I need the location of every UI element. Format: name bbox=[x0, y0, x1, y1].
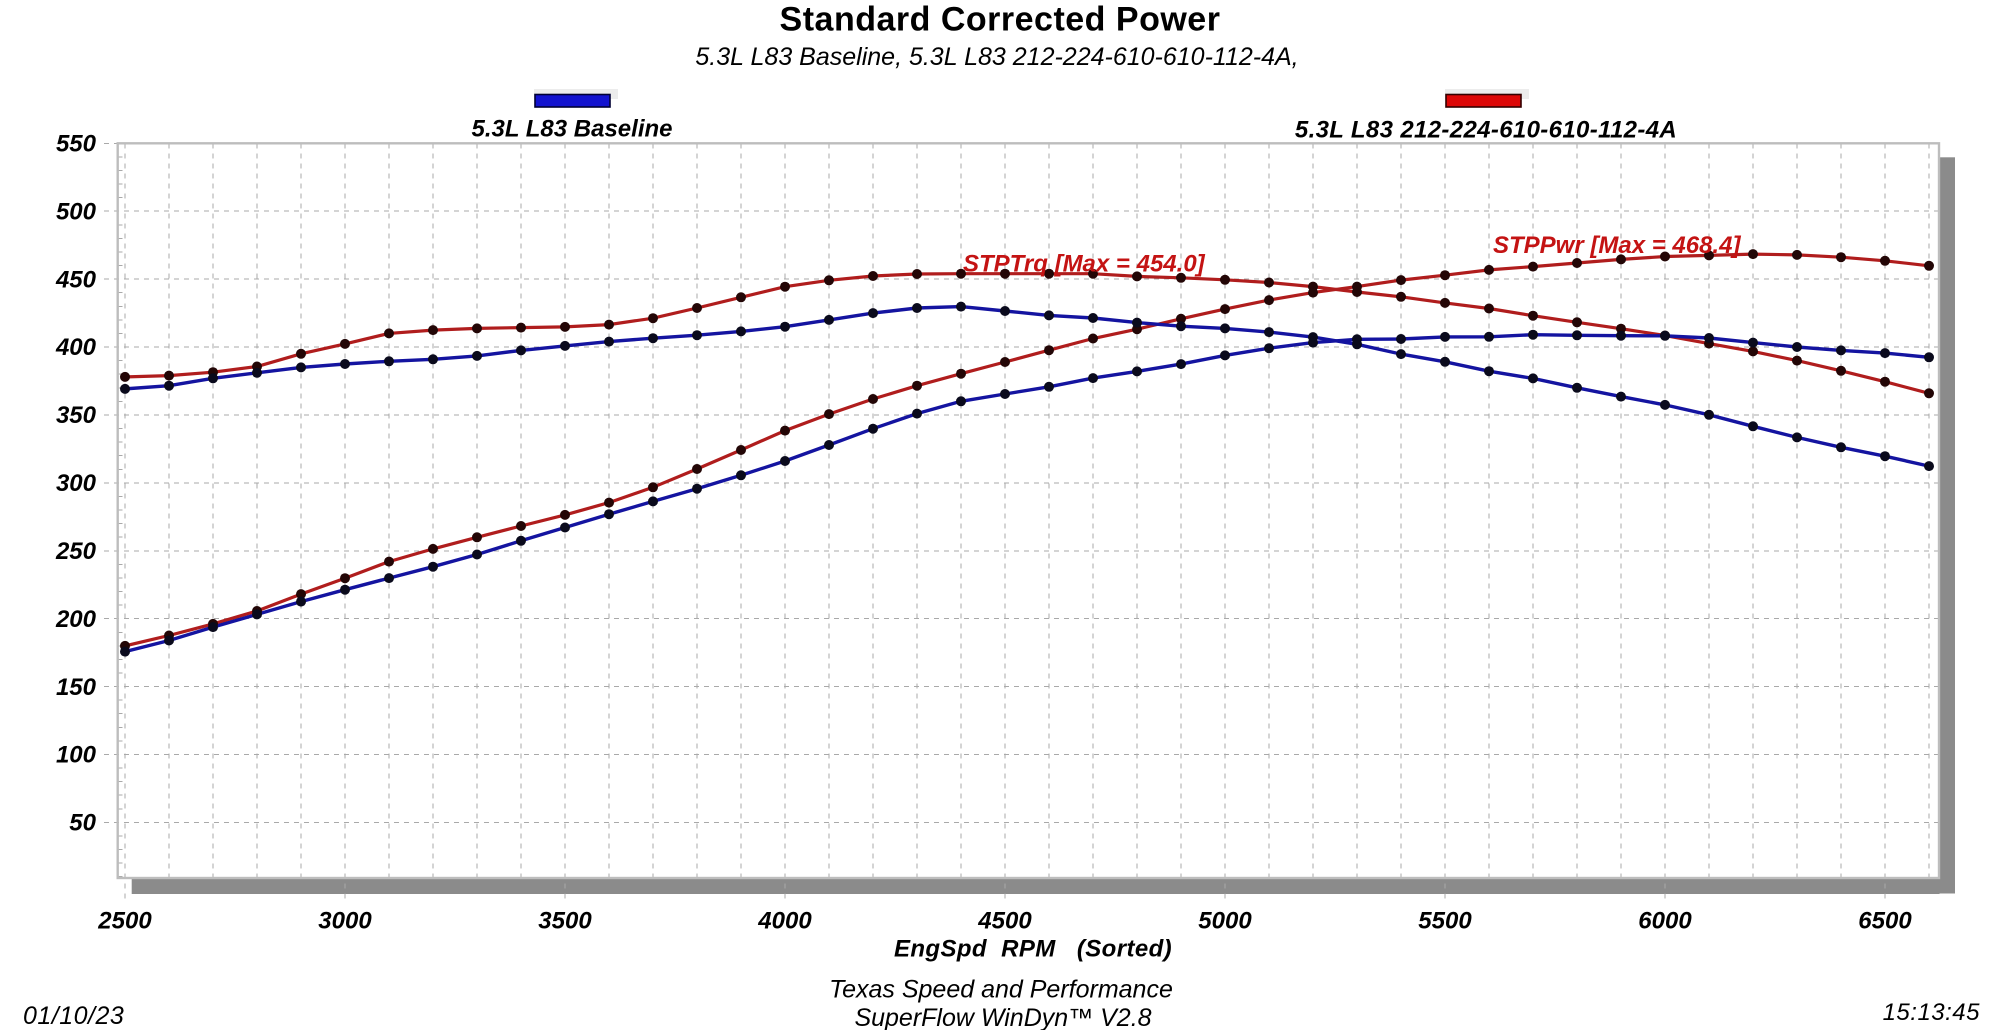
svg-text:2500: 2500 bbox=[97, 908, 152, 935]
svg-text:STPTrq [Max = 454.0]: STPTrq [Max = 454.0] bbox=[963, 251, 1206, 278]
svg-text:350: 350 bbox=[56, 402, 97, 429]
svg-text:6000: 6000 bbox=[1638, 908, 1692, 935]
svg-text:450: 450 bbox=[55, 266, 97, 293]
svg-text:5.3L L83 212-224-610-610-112-4: 5.3L L83 212-224-610-610-112-4A bbox=[1295, 117, 1677, 144]
svg-text:15:13:45: 15:13:45 bbox=[1883, 999, 1981, 1026]
svg-text:500: 500 bbox=[56, 198, 97, 225]
svg-text:5.3L L83 Baseline, 5.3L L83 21: 5.3L L83 Baseline, 5.3L L83 212-224-610-… bbox=[695, 43, 1298, 71]
svg-text:550: 550 bbox=[56, 131, 97, 158]
svg-text:SuperFlow WinDyn™ V2.8: SuperFlow WinDyn™ V2.8 bbox=[854, 1004, 1151, 1030]
svg-text:4000: 4000 bbox=[757, 908, 812, 935]
svg-text:50: 50 bbox=[69, 810, 96, 837]
svg-text:3000: 3000 bbox=[318, 908, 372, 935]
svg-text:STPPwr [Max = 468.4]: STPPwr [Max = 468.4] bbox=[1493, 232, 1741, 259]
svg-text:200: 200 bbox=[55, 606, 97, 633]
svg-text:EngSpd RPM (Sorted): EngSpd RPM (Sorted) bbox=[894, 936, 1172, 963]
svg-text:Texas Speed and Performance: Texas Speed and Performance bbox=[829, 976, 1173, 1004]
svg-text:01/10/23: 01/10/23 bbox=[23, 1002, 124, 1030]
svg-text:300: 300 bbox=[56, 470, 97, 497]
svg-text:150: 150 bbox=[56, 674, 97, 701]
svg-text:400: 400 bbox=[55, 334, 97, 361]
svg-text:4500: 4500 bbox=[977, 908, 1032, 935]
svg-text:3500: 3500 bbox=[538, 908, 592, 935]
svg-text:6500: 6500 bbox=[1858, 908, 1912, 935]
svg-text:250: 250 bbox=[55, 538, 97, 565]
svg-text:5000: 5000 bbox=[1198, 908, 1252, 935]
svg-text:5.3L L83 Baseline: 5.3L L83 Baseline bbox=[472, 116, 673, 143]
svg-text:5500: 5500 bbox=[1418, 908, 1472, 935]
svg-text:Standard Corrected Power: Standard Corrected Power bbox=[780, 1, 1221, 39]
svg-text:100: 100 bbox=[56, 742, 97, 769]
